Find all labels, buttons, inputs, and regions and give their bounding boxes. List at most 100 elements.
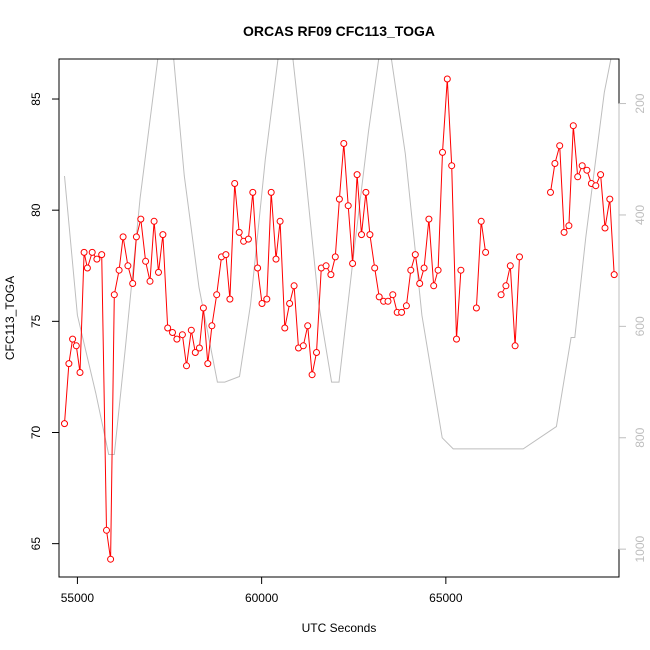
data-point: [601, 224, 609, 232]
data-point: [472, 304, 480, 312]
data-point: [556, 142, 564, 150]
y-axis-label: CFC113_TOGA: [3, 276, 17, 360]
data-point: [411, 251, 419, 259]
data-point: [88, 248, 96, 256]
data-point: [115, 266, 123, 274]
data-point: [222, 251, 230, 259]
data-point: [402, 302, 410, 310]
data-point: [150, 217, 158, 225]
data-point: [183, 362, 190, 370]
data-point: [98, 251, 106, 259]
data-point: [107, 555, 115, 563]
x-tick-label: 55000: [61, 591, 95, 605]
data-point: [132, 233, 140, 241]
data-point: [244, 235, 252, 243]
data-point: [371, 264, 379, 272]
data-point: [119, 233, 127, 241]
x-tick-label: 60000: [245, 591, 279, 605]
x-tick-label: 65000: [429, 591, 463, 605]
secondary-y-tick-label: 400: [633, 205, 647, 225]
data-point: [276, 217, 284, 225]
data-point: [61, 420, 68, 428]
data-point: [272, 255, 280, 263]
data-point: [448, 162, 456, 170]
data-point: [267, 188, 275, 196]
data-point: [425, 215, 433, 223]
data-point: [327, 271, 335, 279]
data-point: [290, 282, 298, 290]
data-point: [258, 300, 266, 307]
primary-series-line: [500, 256, 520, 346]
primary-series-line: [475, 221, 487, 309]
y-axis: 65 70 75 80 85: [29, 92, 60, 551]
data-point: [434, 266, 442, 274]
data-point: [93, 255, 101, 263]
data-point: [597, 171, 605, 179]
data-point: [308, 371, 316, 379]
data-point: [208, 322, 216, 330]
secondary-y-axis: 200 400 600 800 1000: [618, 93, 647, 563]
data-point: [173, 335, 181, 343]
data-point: [335, 195, 343, 203]
data-point: [366, 231, 374, 239]
data-point: [497, 291, 505, 299]
data-point: [349, 260, 357, 267]
data-point: [362, 188, 370, 196]
data-point: [506, 262, 514, 270]
data-point: [384, 297, 392, 305]
y-tick-label: 75: [29, 314, 43, 328]
data-point: [69, 335, 77, 343]
primary-series-line: [64, 78, 462, 560]
data-point: [178, 331, 186, 339]
x-axis-label: UTC Seconds: [302, 621, 377, 635]
data-point: [72, 342, 80, 350]
data-point: [547, 188, 554, 196]
data-point: [281, 324, 289, 332]
data-point: [606, 195, 614, 203]
data-point: [164, 324, 172, 332]
data-point: [407, 266, 415, 274]
data-point: [560, 228, 568, 236]
data-point: [286, 300, 294, 307]
data-point: [322, 262, 330, 270]
data-point: [124, 262, 132, 270]
primary-series-layer: [61, 75, 618, 563]
data-point: [453, 335, 460, 343]
x-axis: 55000 60000 65000: [61, 576, 463, 605]
secondary-y-tick-label: 600: [633, 316, 647, 336]
secondary-y-tick-label: 800: [633, 427, 647, 447]
data-point: [76, 369, 84, 376]
data-point: [592, 182, 600, 190]
y-tick-label: 80: [29, 203, 43, 217]
y-tick-label: 65: [29, 537, 43, 551]
data-point: [65, 360, 73, 368]
data-point: [457, 266, 465, 274]
data-point: [226, 295, 234, 303]
chart-title: ORCAS RF09 CFC113_TOGA: [243, 23, 435, 39]
data-point: [375, 293, 383, 301]
data-point: [502, 282, 510, 290]
y-tick-label: 70: [29, 425, 43, 439]
data-point: [231, 180, 239, 187]
secondary-y-tick-label: 1000: [633, 535, 647, 562]
y-tick-label: 85: [29, 92, 43, 106]
data-point: [137, 215, 145, 223]
data-point: [263, 295, 271, 303]
data-point: [313, 349, 320, 356]
data-point: [551, 160, 559, 167]
data-point: [146, 277, 154, 285]
data-point: [159, 231, 167, 239]
data-point: [574, 173, 582, 181]
data-point: [142, 257, 150, 265]
data-point: [610, 271, 618, 279]
data-point: [331, 253, 339, 261]
data-point: [204, 360, 212, 368]
data-point: [83, 264, 91, 272]
data-point: [353, 171, 361, 179]
data-point: [235, 228, 243, 236]
data-point: [416, 280, 424, 287]
data-point: [340, 140, 348, 147]
data-point: [477, 217, 485, 225]
data-point: [398, 308, 406, 316]
